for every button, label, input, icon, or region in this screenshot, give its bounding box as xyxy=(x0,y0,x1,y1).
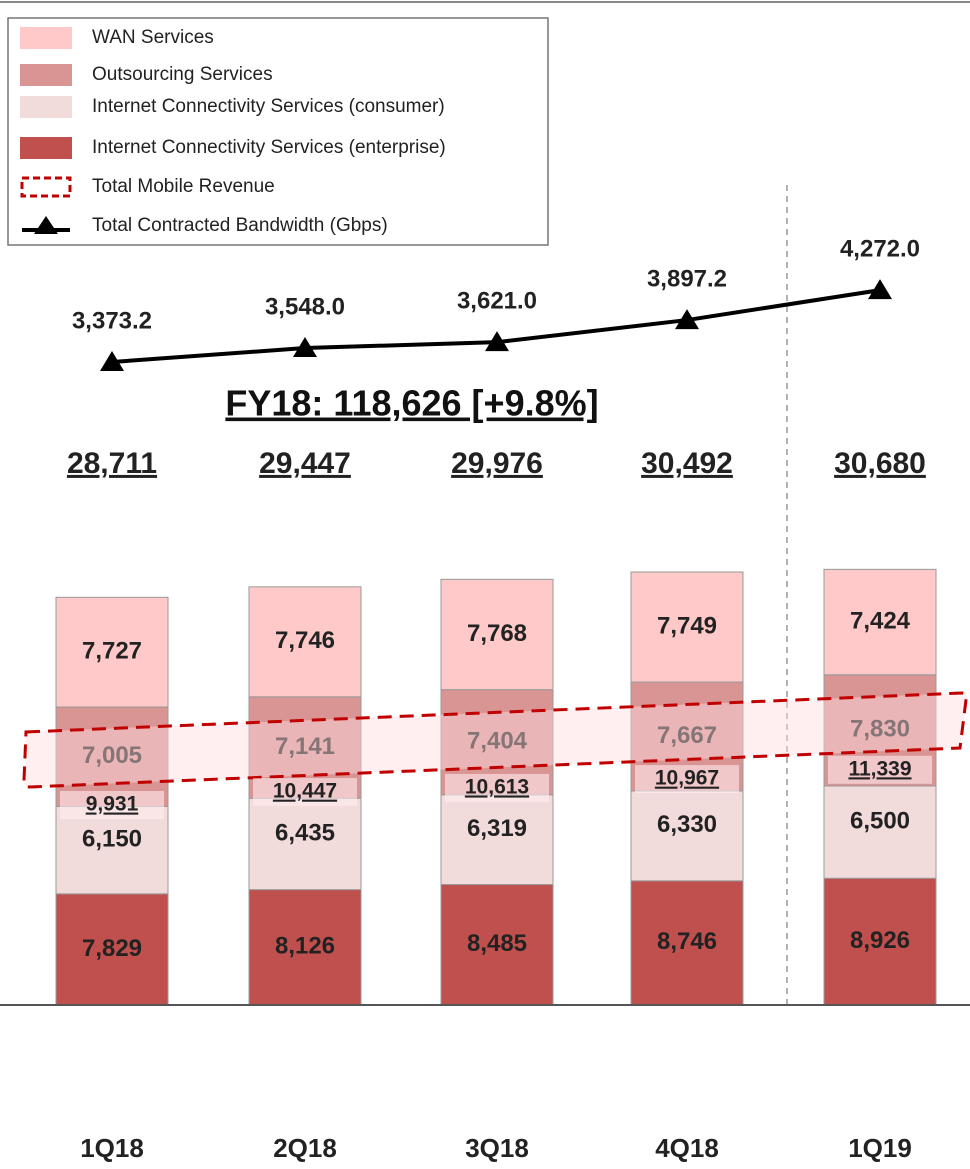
value-label: 7,667 xyxy=(657,722,717,749)
value-label: 8,926 xyxy=(850,927,910,954)
value-label: 7,768 xyxy=(467,620,527,647)
bar-segment xyxy=(823,785,937,879)
value-label: 8,746 xyxy=(657,928,717,955)
legend-label: Total Contracted Bandwidth (Gbps) xyxy=(92,215,388,236)
legend-swatch xyxy=(20,176,72,198)
mobile-mark xyxy=(445,773,549,802)
value-label: 6,435 xyxy=(275,819,335,846)
legend xyxy=(7,17,549,246)
bar-segment xyxy=(55,596,169,708)
bar-segment xyxy=(823,568,937,676)
legend-label: Outsourcing Services xyxy=(92,64,273,85)
line-label: 3,373.2 xyxy=(72,307,152,334)
total-label: 30,680 xyxy=(834,447,926,480)
value-label: 7,727 xyxy=(82,638,142,665)
category-label: 1Q19 xyxy=(848,1133,912,1163)
mobile-label: 11,339 xyxy=(848,757,911,780)
value-label: 7,830 xyxy=(850,716,910,743)
value-label: 8,485 xyxy=(467,930,527,957)
value-label: 8,126 xyxy=(275,933,335,960)
mobile-mark xyxy=(253,778,357,807)
bar-segment xyxy=(440,794,554,886)
mobile-mark xyxy=(828,755,932,784)
value-label: 6,500 xyxy=(850,807,910,834)
bar-segment xyxy=(55,893,169,1006)
category-label: 2Q18 xyxy=(273,1133,337,1163)
bar-segment xyxy=(248,586,362,698)
bar-segment xyxy=(55,706,169,807)
value-label: 6,319 xyxy=(467,815,527,842)
total-label: 29,976 xyxy=(451,447,543,480)
mobile-label: 10,967 xyxy=(655,767,719,790)
mobile-band xyxy=(22,691,968,789)
mobile-mark xyxy=(635,765,739,794)
bar-segment xyxy=(630,571,744,683)
line-marker xyxy=(868,279,892,300)
value-label: 7,424 xyxy=(850,607,911,634)
legend-label: Internet Connectivity Services (consumer… xyxy=(92,96,445,117)
bar-segment xyxy=(440,578,554,691)
total-label: 28,711 xyxy=(67,447,157,480)
line-marker xyxy=(675,309,699,330)
value-label: 7,141 xyxy=(275,733,335,760)
legend-label: WAN Services xyxy=(92,27,214,48)
line-label: 4,272.0 xyxy=(840,235,920,262)
mobile-label: 10,447 xyxy=(273,780,337,803)
legend-swatch xyxy=(34,216,58,234)
value-label: 6,150 xyxy=(82,826,142,853)
legend-swatch xyxy=(20,96,72,118)
value-label: 7,746 xyxy=(275,627,335,654)
category-label: 1Q18 xyxy=(80,1133,144,1163)
value-label: 6,330 xyxy=(657,811,717,838)
legend-swatch xyxy=(20,27,72,49)
mobile-mark xyxy=(60,791,164,819)
legend-label: Internet Connectivity Services (enterpri… xyxy=(92,137,446,158)
line-marker xyxy=(293,337,317,358)
line-label: 3,548.0 xyxy=(265,293,345,320)
category-label: 3Q18 xyxy=(465,1133,529,1163)
line-label: 3,897.2 xyxy=(647,265,727,292)
bar-segment xyxy=(630,880,744,1006)
value-label: 7,749 xyxy=(657,612,717,639)
category-label: 4Q18 xyxy=(655,1133,719,1163)
legend-label: Total Mobile Revenue xyxy=(92,176,275,197)
mobile-label: 10,613 xyxy=(465,775,529,798)
legend-swatch xyxy=(20,64,72,86)
value-label: 7,005 xyxy=(82,742,142,769)
line-marker xyxy=(100,351,124,371)
line-marker xyxy=(485,331,509,352)
total-label: 29,447 xyxy=(259,447,351,480)
line-label: 3,621.0 xyxy=(457,288,537,315)
value-label: 7,404 xyxy=(467,728,528,755)
legend-swatch xyxy=(20,137,72,159)
annotation: FY18: 118,626 [+9.8%] xyxy=(225,383,598,424)
value-label: 7,829 xyxy=(82,935,142,962)
total-label: 30,492 xyxy=(641,447,733,480)
mobile-label: 9,931 xyxy=(86,793,139,816)
